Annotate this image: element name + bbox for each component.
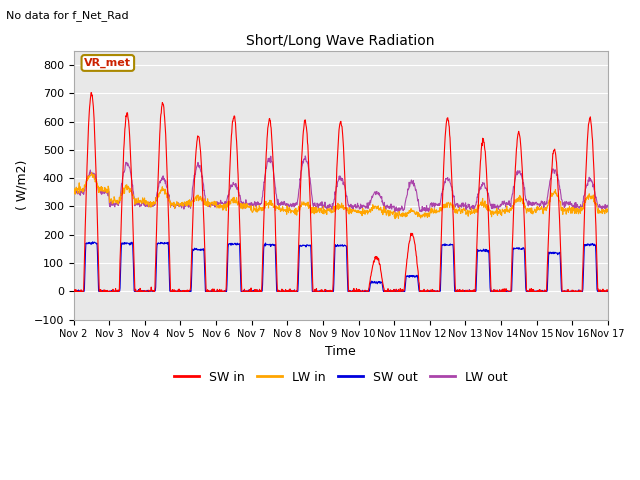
Legend: SW in, LW in, SW out, LW out: SW in, LW in, SW out, LW out	[168, 366, 513, 389]
Y-axis label: ( W/m2): ( W/m2)	[15, 160, 28, 210]
Text: No data for f_Net_Rad: No data for f_Net_Rad	[6, 10, 129, 21]
Title: Short/Long Wave Radiation: Short/Long Wave Radiation	[246, 34, 435, 48]
X-axis label: Time: Time	[325, 345, 356, 358]
Text: VR_met: VR_met	[84, 58, 131, 68]
